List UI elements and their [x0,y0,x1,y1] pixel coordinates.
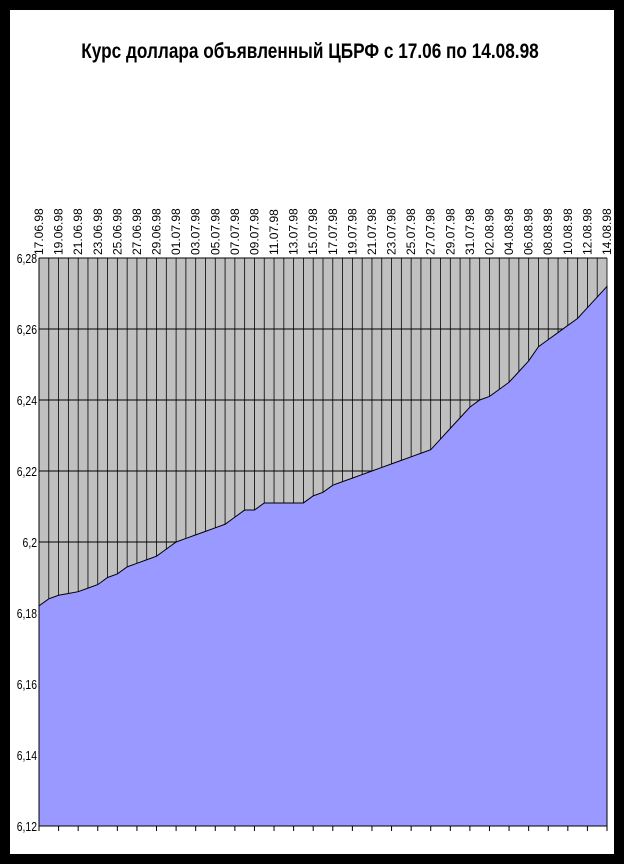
x-tick-label: 04.08.98 [502,208,516,255]
x-tick-label: 10.08.98 [561,208,575,255]
x-tick-label: 21.06.98 [71,208,85,255]
x-tick-label: 11.07.98 [267,209,281,255]
x-tick-label: 21.07.98 [365,208,379,255]
x-tick-label: 09.07.98 [247,208,261,255]
y-tick-label: 6,28 [17,252,38,266]
x-tick-label: 27.06.98 [130,208,144,255]
x-tick-label: 05.07.98 [208,208,222,255]
x-tick-label: 13.07.98 [287,208,301,255]
x-tick-label: 15.07.98 [306,208,320,255]
y-tick-label: 6,22 [17,465,37,479]
x-tick-label: 25.06.98 [110,208,124,255]
x-tick-label: 29.07.98 [443,208,457,255]
y-tick-label: 6,26 [17,323,38,337]
x-tick-label: 07.07.98 [228,208,242,255]
x-tick-label: 23.07.98 [385,208,399,255]
x-tick-label: 19.07.98 [345,208,359,255]
y-tick-label: 6,2 [23,536,37,550]
y-tick-label: 6,16 [17,678,38,692]
x-tick-label: 17.06.98 [32,208,46,255]
chart-title: Курс доллара объявленный ЦБРФ с 17.06 по… [81,41,539,64]
y-tick-label: 6,12 [17,820,37,834]
x-tick-label: 27.07.98 [424,208,438,255]
area [38,285,608,827]
x-tick-label: 17.07.98 [326,208,340,255]
x-tick-label: 02.08.98 [482,208,496,255]
x-tick-label: 19.06.98 [52,208,66,255]
x-tick-label: 31.07.98 [463,208,477,255]
x-tick-label: 23.06.98 [91,208,105,255]
x-tick-label: 25.07.98 [404,208,418,255]
x-tick-label: 12.08.98 [580,208,594,255]
x-tick-label: 08.08.98 [541,208,555,255]
x-tick-label: 01.07.98 [169,208,183,255]
y-tick-label: 6,18 [17,607,38,621]
x-tick-label: 14.08.98 [600,208,614,255]
x-tick-label: 29.06.98 [150,208,164,255]
y-tick-label: 6,14 [17,749,38,763]
y-tick-label: 6,24 [17,394,38,408]
x-tick-label: 03.07.98 [189,208,203,255]
x-tick-label: 06.08.98 [522,208,536,255]
